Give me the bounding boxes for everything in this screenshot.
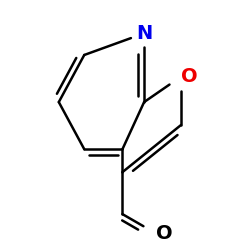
Text: N: N (136, 24, 152, 43)
Text: O: O (181, 67, 198, 86)
Text: O: O (156, 224, 172, 243)
